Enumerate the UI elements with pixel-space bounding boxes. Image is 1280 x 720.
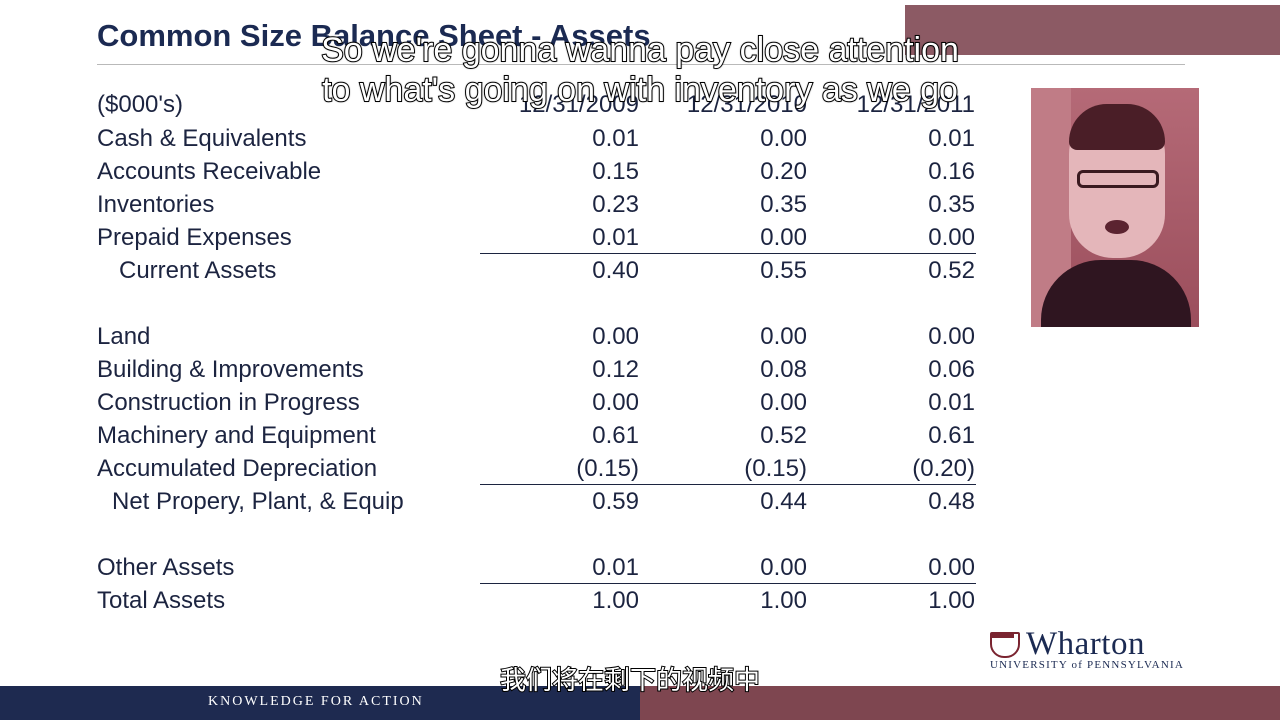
cell-value: 0.00 <box>928 224 975 251</box>
row-label: Other Assets <box>97 554 235 581</box>
cell-value: 0.61 <box>592 422 639 449</box>
table-row: Inventories 0.23 0.35 0.35 <box>97 188 977 221</box>
title-divider <box>97 64 1185 65</box>
cell-value: 0.00 <box>928 554 975 581</box>
cell-value: 0.55 <box>760 257 807 284</box>
cell-value: 0.00 <box>928 323 975 350</box>
cell-value: 0.44 <box>760 488 807 515</box>
cell-value: 0.40 <box>592 257 639 284</box>
row-label: Accounts Receivable <box>97 158 322 185</box>
cell-value: 0.08 <box>760 356 807 383</box>
row-label: Prepaid Expenses <box>97 224 292 251</box>
cell-value: 0.35 <box>760 191 807 218</box>
english-subtitle-line-1: So we're gonna wanna pay close attention <box>320 30 960 70</box>
row-label: Machinery and Equipment <box>97 422 376 449</box>
english-subtitle-line-2: to what's going on with inventory as we … <box>321 70 959 110</box>
presenter-mouth <box>1105 220 1129 234</box>
cell-value: 0.35 <box>928 191 975 218</box>
cell-value: 0.52 <box>760 422 807 449</box>
cell-value: 1.00 <box>760 587 807 614</box>
row-label: Building & Improvements <box>97 356 364 383</box>
cell-value: 0.01 <box>592 125 639 152</box>
cell-value: 0.01 <box>592 224 639 251</box>
cell-value: (0.15) <box>744 455 807 482</box>
cell-value: (0.15) <box>576 455 639 482</box>
column-header-2011: 12/31/2011 <box>856 91 975 118</box>
total-rule <box>480 583 976 584</box>
cell-value: 0.52 <box>928 257 975 284</box>
table-row: Cash & Equivalents 0.01 0.00 0.01 <box>97 122 977 155</box>
cell-value: 0.00 <box>760 323 807 350</box>
footer-bar-right <box>640 686 1280 720</box>
table-row: Land 0.00 0.00 0.00 <box>97 320 977 353</box>
cell-value: 0.16 <box>928 158 975 185</box>
table-row: Other Assets 0.01 0.00 0.00 <box>97 551 977 584</box>
row-label: Construction in Progress <box>97 389 360 416</box>
logo-name: Wharton <box>1026 626 1145 662</box>
table-row-total: Total Assets 1.00 1.00 1.00 <box>97 584 977 617</box>
table-row: Building & Improvements 0.12 0.08 0.06 <box>97 353 977 386</box>
table-header-row: ($000's) 12/31/2009 12/31/2010 12/31/201… <box>97 88 977 121</box>
table-row: Construction in Progress 0.00 0.00 0.01 <box>97 386 977 419</box>
cell-value: 0.00 <box>592 389 639 416</box>
cell-value: 0.15 <box>592 158 639 185</box>
presenter-hair <box>1069 104 1165 150</box>
row-label: Cash & Equivalents <box>97 125 307 152</box>
row-label: Current Assets <box>119 257 277 284</box>
presenter-shirt <box>1041 260 1191 327</box>
slide-title: Common Size Balance Sheet - Assets <box>97 18 651 53</box>
row-label: Inventories <box>97 191 215 218</box>
row-label: Net Propery, Plant, & Equip <box>112 488 404 515</box>
table-row: Prepaid Expenses 0.01 0.00 0.00 <box>97 221 977 254</box>
cell-value: 0.59 <box>592 488 639 515</box>
wharton-logo: Wharton UNIVERSITY of PENNSYLVANIA <box>990 626 1190 671</box>
subtotal-rule <box>480 253 976 254</box>
row-label: Total Assets <box>97 587 226 614</box>
presenter-video <box>1031 88 1199 327</box>
cell-value: 0.00 <box>760 125 807 152</box>
subtotal-rule <box>480 484 976 485</box>
cell-value: 0.01 <box>592 554 639 581</box>
cell-value: 0.00 <box>760 554 807 581</box>
table-row: Machinery and Equipment 0.61 0.52 0.61 <box>97 419 977 452</box>
top-corner-box <box>905 5 1280 55</box>
column-header-2009: 12/31/2009 <box>518 91 639 118</box>
row-label: Land <box>97 323 151 350</box>
cell-value: 0.01 <box>928 389 975 416</box>
chinese-subtitle: 我们将在剩下的视频中 <box>499 665 761 697</box>
units-label: ($000's) <box>97 91 183 118</box>
penn-shield-band <box>992 633 1014 638</box>
cell-value: 0.61 <box>928 422 975 449</box>
logo-subtitle: UNIVERSITY of PENNSYLVANIA <box>990 659 1184 671</box>
cell-value: 1.00 <box>592 587 639 614</box>
table-row-subtotal: Current Assets 0.40 0.55 0.52 <box>97 254 977 287</box>
cell-value: 0.01 <box>928 125 975 152</box>
table-row-subtotal: Net Propery, Plant, & Equip 0.59 0.44 0.… <box>97 485 977 518</box>
english-subtitle: So we're gonna wanna pay close attention… <box>303 30 977 110</box>
cell-value: 0.00 <box>760 224 807 251</box>
table-row: Accumulated Depreciation (0.15) (0.15) (… <box>97 452 977 485</box>
cell-value: 0.06 <box>928 356 975 383</box>
footer-tagline: KNOWLEDGE FOR ACTION <box>208 694 424 709</box>
table-row: Accounts Receivable 0.15 0.20 0.16 <box>97 155 977 188</box>
cell-value: 0.48 <box>928 488 975 515</box>
row-label: Accumulated Depreciation <box>97 455 378 482</box>
footer-bar-left <box>0 686 640 720</box>
cell-value: 0.12 <box>592 356 639 383</box>
cell-value: 0.23 <box>592 191 639 218</box>
cell-value: (0.20) <box>912 455 975 482</box>
cell-value: 0.20 <box>760 158 807 185</box>
cell-value: 0.00 <box>760 389 807 416</box>
column-header-2010: 12/31/2010 <box>686 91 807 118</box>
presenter-glasses <box>1077 170 1159 188</box>
cell-value: 1.00 <box>928 587 975 614</box>
cell-value: 0.00 <box>592 323 639 350</box>
